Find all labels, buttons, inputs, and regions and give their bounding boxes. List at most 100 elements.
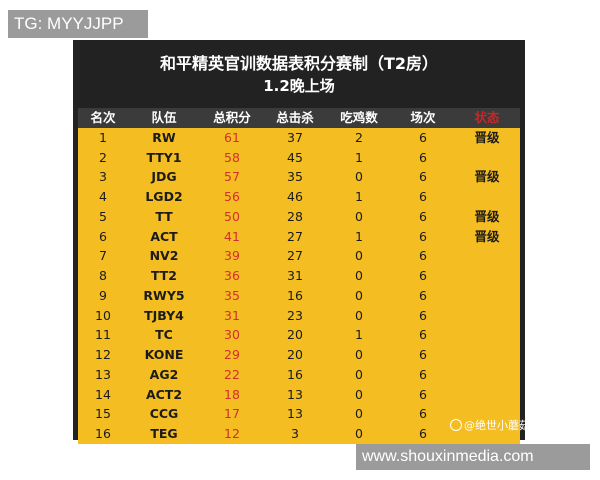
wins-cell: 0 bbox=[355, 426, 363, 441]
team-cell: KONE bbox=[144, 347, 184, 362]
team-cell: TT bbox=[155, 208, 173, 224]
points-cell: 50 bbox=[224, 208, 240, 224]
wins-cell: 2 bbox=[355, 129, 363, 145]
team-cell: TEG bbox=[150, 426, 178, 441]
kills-cell: 35 bbox=[287, 169, 303, 185]
kills-cell: 23 bbox=[287, 307, 303, 323]
matches-cell: 6 bbox=[419, 426, 427, 441]
team-cell: JDG bbox=[151, 169, 177, 185]
status-cell bbox=[454, 306, 520, 326]
status-cell: 晋级 bbox=[474, 208, 500, 224]
rank-cell: 11 bbox=[95, 327, 111, 343]
matches-cell: 6 bbox=[419, 149, 427, 165]
points-cell: 17 bbox=[224, 406, 240, 422]
kills-cell: 20 bbox=[287, 327, 303, 343]
team-cell: RWY5 bbox=[143, 287, 185, 303]
matches-cell: 6 bbox=[419, 406, 427, 422]
kills-cell: 20 bbox=[287, 347, 303, 362]
team-cell: ACT2 bbox=[145, 386, 183, 402]
points-cell: 58 bbox=[224, 149, 240, 165]
matches-cell: 6 bbox=[419, 189, 427, 204]
standings-board: 和平精英官训数据表积分赛制（T2房） 1.2晚上场 名次 队伍 总积分 总击杀 吃鸡数场… bbox=[73, 40, 525, 444]
wins-cell: 0 bbox=[355, 307, 363, 323]
rank-cell: 1 bbox=[99, 129, 107, 145]
kills-cell: 31 bbox=[287, 268, 303, 283]
column-header: 名次 bbox=[78, 108, 128, 128]
kills-cell: 28 bbox=[287, 208, 303, 224]
status-cell bbox=[454, 365, 520, 385]
points-cell: 12 bbox=[224, 426, 240, 441]
status-cell bbox=[454, 385, 520, 405]
status-cell bbox=[454, 266, 520, 286]
rank-cell: 14 bbox=[95, 386, 111, 402]
status-cell: 晋级 bbox=[474, 228, 500, 244]
rank-cell: 13 bbox=[95, 366, 111, 382]
points-cell: 29 bbox=[224, 347, 240, 362]
wins-cell: 1 bbox=[355, 149, 363, 165]
kills-cell: 13 bbox=[287, 386, 303, 402]
rank-cell: 10 bbox=[95, 307, 111, 323]
kills-cell: 16 bbox=[287, 287, 303, 303]
kills-cell: 37 bbox=[287, 129, 303, 145]
rank-cell: 4 bbox=[99, 189, 107, 204]
wins-cell: 0 bbox=[355, 169, 363, 185]
wins-cell: 0 bbox=[355, 347, 363, 362]
rank-cell: 16 bbox=[95, 426, 111, 441]
points-cell: 61 bbox=[224, 129, 240, 145]
rank-cell: 15 bbox=[95, 406, 111, 422]
rank-cell: 7 bbox=[99, 248, 107, 264]
team-cell: TJBY4 bbox=[144, 307, 184, 323]
status-cell bbox=[454, 345, 520, 365]
points-cell: 57 bbox=[224, 169, 240, 185]
points-cell: 22 bbox=[224, 366, 240, 382]
column-header: 状态 bbox=[454, 108, 520, 128]
team-cell: TT2 bbox=[150, 268, 178, 283]
points-cell: 36 bbox=[224, 268, 240, 283]
team-cell: TC bbox=[155, 327, 173, 343]
points-cell: 31 bbox=[224, 307, 240, 323]
status-cell: 晋级 bbox=[474, 129, 500, 145]
kills-cell: 46 bbox=[287, 189, 303, 204]
rank-cell: 9 bbox=[99, 287, 107, 303]
column-header: 吃鸡数 bbox=[326, 108, 392, 128]
wins-cell: 0 bbox=[355, 406, 363, 422]
wins-cell: 0 bbox=[355, 208, 363, 224]
wins-cell: 0 bbox=[355, 248, 363, 264]
points-cell: 18 bbox=[224, 386, 240, 402]
weibo-handle: @绝世小蘑菇 bbox=[464, 419, 530, 432]
team-cell: ACT bbox=[150, 228, 178, 244]
points-cell: 41 bbox=[224, 228, 240, 244]
wins-cell: 0 bbox=[355, 268, 363, 283]
matches-cell: 6 bbox=[419, 268, 427, 283]
kills-cell: 45 bbox=[287, 149, 303, 165]
column-header: 队伍 bbox=[128, 108, 200, 128]
wins-cell: 1 bbox=[355, 189, 363, 204]
team-cell: AG2 bbox=[149, 366, 179, 382]
matches-cell: 6 bbox=[419, 129, 427, 145]
team-cell: LGD2 bbox=[145, 189, 183, 204]
kills-cell: 27 bbox=[287, 248, 303, 264]
status-cell: 晋级 bbox=[474, 169, 500, 185]
points-cell: 39 bbox=[224, 248, 240, 264]
matches-cell: 6 bbox=[419, 208, 427, 224]
status-cell bbox=[454, 148, 520, 168]
points-cell: 56 bbox=[224, 189, 240, 204]
column-header: 总积分 bbox=[200, 108, 264, 128]
channel-tag: TG: MYYJJPP bbox=[8, 10, 148, 38]
kills-cell: 27 bbox=[287, 228, 303, 244]
rank-cell: 5 bbox=[99, 208, 107, 224]
rank-cell: 8 bbox=[99, 268, 107, 283]
kills-cell: 16 bbox=[287, 366, 303, 382]
matches-cell: 6 bbox=[419, 248, 427, 264]
points-cell: 30 bbox=[224, 327, 240, 343]
standings-table: 名次 队伍 总积分 总击杀 吃鸡数 场次 状态 1 RW 61 37 2 6 晋级 2 TTY1 58 45 1 6 3… bbox=[78, 108, 520, 444]
weibo-icon bbox=[450, 419, 462, 431]
status-cell bbox=[454, 286, 520, 306]
status-cell bbox=[454, 325, 520, 345]
matches-cell: 6 bbox=[419, 386, 427, 402]
status-cell bbox=[454, 246, 520, 266]
matches-cell: 6 bbox=[419, 228, 427, 244]
matches-cell: 6 bbox=[419, 327, 427, 343]
team-cell: CCG bbox=[149, 406, 179, 422]
matches-cell: 6 bbox=[419, 366, 427, 382]
